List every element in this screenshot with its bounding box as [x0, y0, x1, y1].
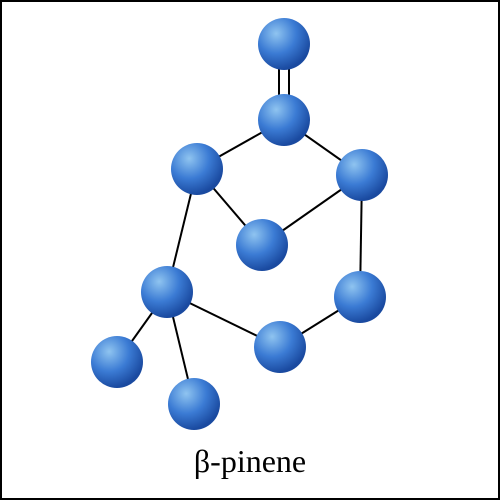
atom-node	[141, 266, 193, 318]
atom-node	[336, 149, 388, 201]
atoms-group	[91, 18, 388, 430]
atom-node	[258, 18, 310, 70]
atom-node	[254, 321, 306, 373]
bonds-group	[117, 44, 362, 404]
diagram-frame: β-pinene	[0, 0, 500, 500]
atom-node	[258, 94, 310, 146]
atom-node	[236, 219, 288, 271]
atom-node	[91, 336, 143, 388]
molecule-diagram	[2, 2, 500, 502]
molecule-name-label: β-pinene	[2, 443, 498, 480]
atom-node	[171, 143, 223, 195]
atom-node	[168, 378, 220, 430]
atom-node	[334, 271, 386, 323]
